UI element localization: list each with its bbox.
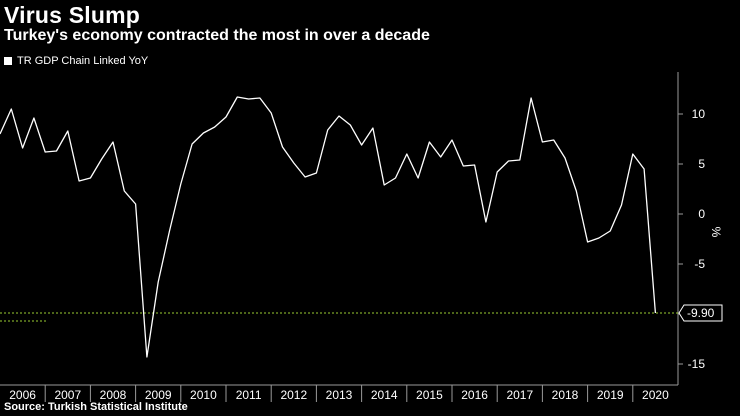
legend-label: TR GDP Chain Linked YoY (17, 55, 149, 67)
y-tick-label: 10 (692, 107, 706, 121)
x-tick-label: 2013 (326, 388, 353, 402)
legend-swatch (4, 57, 12, 65)
x-tick-label: 2012 (280, 388, 307, 402)
x-tick-label: 2020 (642, 388, 669, 402)
y-tick-label: 0 (698, 207, 705, 221)
x-tick-label: 2010 (190, 388, 217, 402)
series-line (0, 96, 657, 358)
y-tick-label: 5 (698, 157, 705, 171)
x-tick-label: 2019 (597, 388, 624, 402)
latest-value-label: -9.90 (687, 306, 715, 320)
x-tick-label: 2016 (461, 388, 488, 402)
x-tick-label: 2009 (145, 388, 172, 402)
chart-title: Virus Slump (4, 2, 140, 28)
legend: TR GDP Chain Linked YoY (4, 55, 148, 67)
latest-value-box (678, 304, 723, 322)
source-note: Source: Turkish Statistical Institute (4, 401, 188, 413)
y-axis-label: % (709, 227, 723, 238)
y-tick-label: -15 (688, 357, 706, 371)
x-tick-label: 2006 (9, 388, 36, 402)
x-tick-label: 2014 (371, 388, 398, 402)
x-tick-label: 2008 (100, 388, 127, 402)
x-tick-label: 2007 (54, 388, 81, 402)
y-tick-label: -5 (694, 257, 705, 271)
x-tick-label: 2018 (552, 388, 579, 402)
x-tick-label: 2017 (506, 388, 533, 402)
x-tick-label: 2015 (416, 388, 443, 402)
chart-subtitle: Turkey's economy contracted the most in … (4, 27, 430, 44)
x-tick-label: 2011 (236, 388, 262, 402)
